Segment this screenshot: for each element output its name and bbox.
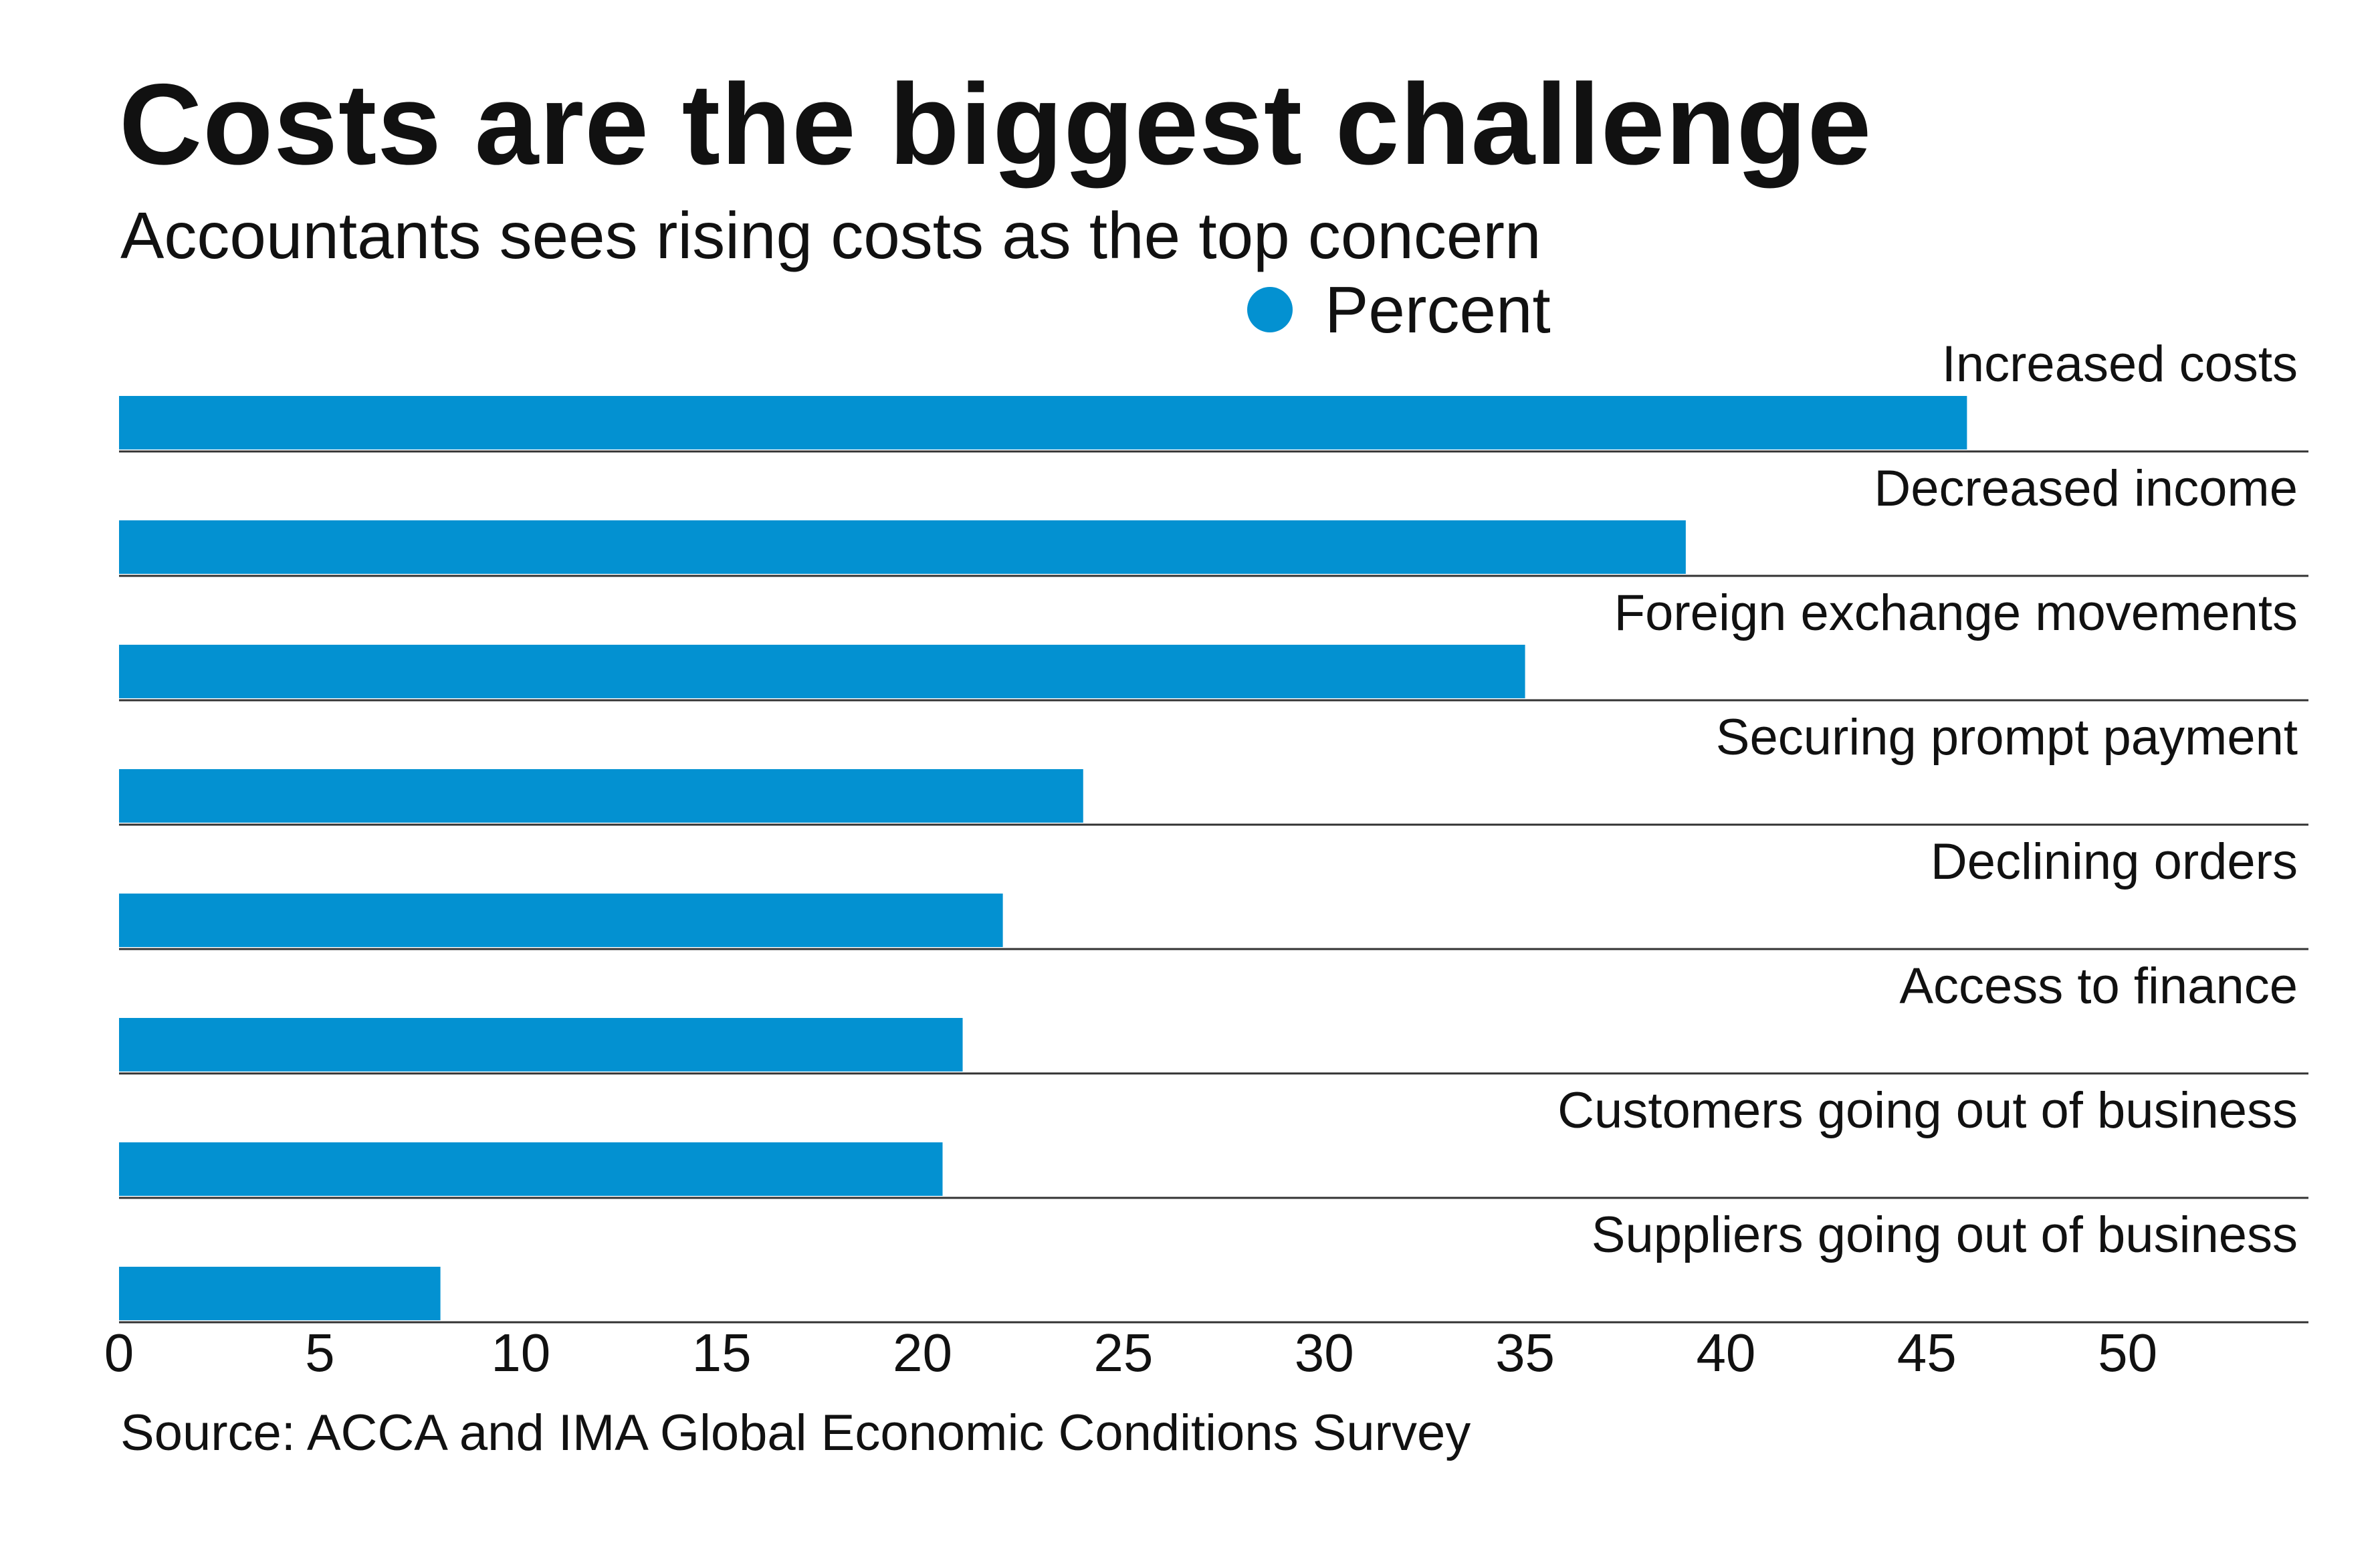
category-labels-layer: Increased costs Decreased income Foreign e… [1557, 336, 2298, 1263]
x-tick-label: 45 [1897, 1323, 1957, 1382]
category-label: Foreign exchange movements [1614, 585, 2298, 641]
bar [119, 396, 1967, 449]
category-label: Increased costs [1942, 336, 2298, 393]
x-tick-label: 25 [1093, 1323, 1153, 1382]
x-tick-label: 0 [104, 1323, 134, 1382]
bar [119, 1018, 963, 1071]
bar [119, 645, 1525, 698]
x-axis-tick-labels: 0 5 10 15 20 25 30 35 40 45 50 [104, 1323, 2157, 1382]
category-label: Declining orders [1931, 833, 2298, 890]
x-tick-label: 20 [893, 1323, 952, 1382]
x-tick-label: 10 [491, 1323, 550, 1382]
bar [119, 894, 1003, 947]
bar [119, 1142, 943, 1196]
legend-swatch [1247, 287, 1293, 332]
legend: Percent [1247, 273, 1551, 346]
bar [119, 520, 1686, 574]
x-tick-label: 15 [692, 1323, 752, 1382]
legend-label: Percent [1325, 273, 1551, 346]
chart-subtitle: Accountants sees rising costs as the top… [120, 199, 1541, 272]
source-note: Source: ACCA and IMA Global Economic Con… [120, 1405, 1471, 1461]
x-tick-label: 50 [2098, 1323, 2157, 1382]
chart-title: Costs are the biggest challenge [119, 60, 1872, 189]
bar [119, 1267, 441, 1320]
x-tick-label: 35 [1495, 1323, 1555, 1382]
category-label: Suppliers going out of business [1592, 1207, 2298, 1263]
category-label: Decreased income [1874, 460, 2298, 517]
x-tick-label: 30 [1295, 1323, 1354, 1382]
category-label: Securing prompt payment [1716, 709, 2298, 766]
bars-layer [119, 396, 2308, 1324]
category-label: Customers going out of business [1557, 1082, 2298, 1139]
category-label: Access to finance [1899, 958, 2298, 1015]
x-tick-label: 5 [305, 1323, 335, 1382]
bar [119, 769, 1083, 823]
x-tick-label: 40 [1696, 1323, 1755, 1382]
